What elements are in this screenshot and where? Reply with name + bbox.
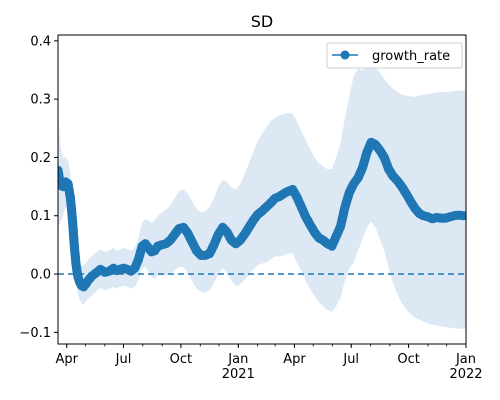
x-tick-label: Jul [342,352,359,367]
axes-frame [57,34,467,345]
legend-label: growth_rate [372,49,450,64]
uncertainty-band [58,63,466,329]
plot-area [58,63,466,329]
y-tick-label: 0.2 [30,151,51,166]
legend: growth_rate [326,42,463,69]
x-tick-label: Apr [283,352,306,367]
legend-marker-swatch [340,50,350,60]
x-tick-label: Apr [55,352,78,367]
chart-title: SD [251,12,273,31]
series-markers-growth-rate [58,137,466,292]
y-tick-label: 0.4 [30,34,51,49]
data-point [461,211,466,221]
x-tick-year-label: 2022 [449,367,482,382]
x-tick-year-label: 2021 [222,367,255,382]
x-tick-label: Jan [455,352,476,367]
x-tick-label: Jul [115,352,132,367]
legend-box [326,42,463,69]
y-tick-label: −0.1 [19,326,51,341]
x-tick-label: Oct [170,352,192,367]
y-tick-label: 0.1 [30,209,51,224]
x-tick-label: Jan [227,352,248,367]
plot-clip-group [58,63,466,329]
x-tick-label: Oct [397,352,419,367]
y-tick-label: 0.3 [30,93,51,108]
y-tick-label: 0.0 [30,268,51,283]
